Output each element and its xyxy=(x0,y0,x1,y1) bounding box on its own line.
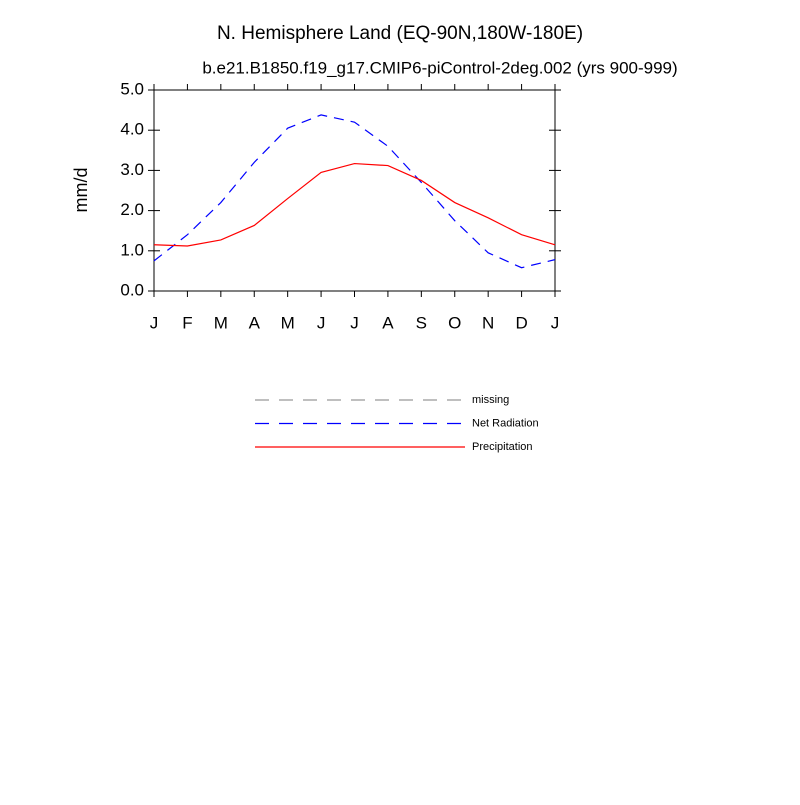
x-tick-label: M xyxy=(281,313,295,332)
x-tick-label: A xyxy=(249,313,261,332)
x-tick-label: A xyxy=(382,313,394,332)
x-tick-label: O xyxy=(448,313,461,332)
chart-subtitle: b.e21.B1850.f19_g17.CMIP6-piControl-2deg… xyxy=(202,58,677,77)
x-tick-label: J xyxy=(350,313,359,332)
y-tick-label: 5.0 xyxy=(120,79,144,98)
x-tick-label: J xyxy=(317,313,326,332)
x-tick-label: M xyxy=(214,313,228,332)
x-tick-label: N xyxy=(482,313,494,332)
y-tick-label: 1.0 xyxy=(120,240,144,259)
y-tick-label: 2.0 xyxy=(120,200,144,219)
y-tick-label: 3.0 xyxy=(120,160,144,179)
y-tick-label: 4.0 xyxy=(120,120,144,139)
x-tick-label: J xyxy=(150,313,159,332)
legend-label: Net Radiation xyxy=(472,417,539,429)
x-tick-label: S xyxy=(416,313,427,332)
x-tick-label: F xyxy=(182,313,192,332)
chart-title: N. Hemisphere Land (EQ-90N,180W-180E) xyxy=(217,23,583,44)
x-tick-label: D xyxy=(515,313,527,332)
y-tick-label: 0.0 xyxy=(120,280,144,299)
series-line xyxy=(153,114,556,269)
legend-label: missing xyxy=(472,394,509,406)
legend-label: Precipitation xyxy=(472,441,533,453)
series-line xyxy=(153,162,556,247)
y-axis-label: mm/d xyxy=(71,168,91,213)
x-tick-label: J xyxy=(551,313,560,332)
